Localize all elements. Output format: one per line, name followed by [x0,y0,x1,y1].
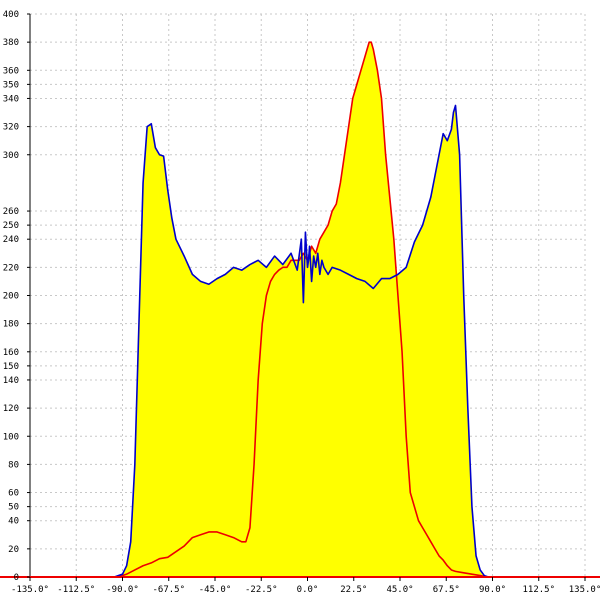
series-area [30,42,585,577]
y-tick-label: 300 [3,151,19,161]
axes [0,13,600,581]
y-tick-label: 50 [8,503,19,513]
x-tick-label: 0.0° [297,585,319,595]
y-tick-label: 80 [8,460,19,470]
y-tick-label: 220 [3,263,19,273]
series-lines [30,41,585,578]
y-tick-label: 400 [3,10,19,20]
y-tick-label: 360 [3,66,19,76]
y-tick-label: 340 [3,94,19,104]
series-line [30,104,585,578]
y-tick-label: 120 [3,404,19,414]
x-tick-label: 45.0° [386,585,413,595]
area-fills [30,42,585,578]
y-tick-label: 250 [3,221,19,231]
x-tick-label: -22.5° [245,585,278,595]
y-tick-label: 260 [3,207,19,217]
x-tick-label: 135.0° [569,585,600,595]
y-tick-label: 350 [3,80,19,90]
y-tick-label: 0 [14,573,19,583]
y-tick-label: 160 [3,348,19,358]
tick-labels: 0 20 40 50 60 80 100 120 140 150 160 180 200 220 240 25… [3,10,600,595]
y-tick-label: 200 [3,292,19,302]
y-tick-label: 240 [3,235,19,245]
x-tick-label: 22.5° [340,585,367,595]
y-tick-label: 40 [8,517,19,527]
x-tick-label: 90.0° [479,585,506,595]
x-tick-label: 112.5° [522,585,555,595]
x-tick-label: -112.5° [57,585,95,595]
y-tick-label: 140 [3,376,19,386]
series-line [30,41,585,578]
y-tick-label: 320 [3,123,19,133]
x-tick-label: -90.0° [106,585,139,595]
y-tick-label: 100 [3,432,19,442]
x-tick-label: -67.5° [152,585,185,595]
y-tick-label: 60 [8,489,19,499]
x-tick-label: -45.0° [199,585,232,595]
y-tick-label: 180 [3,320,19,330]
y-tick-label: 150 [3,362,19,372]
y-tick-label: 380 [3,38,19,48]
x-tick-label: -135.0° [11,585,49,595]
y-tick-label: 20 [8,545,19,555]
x-tick-label: 67.5° [433,585,460,595]
